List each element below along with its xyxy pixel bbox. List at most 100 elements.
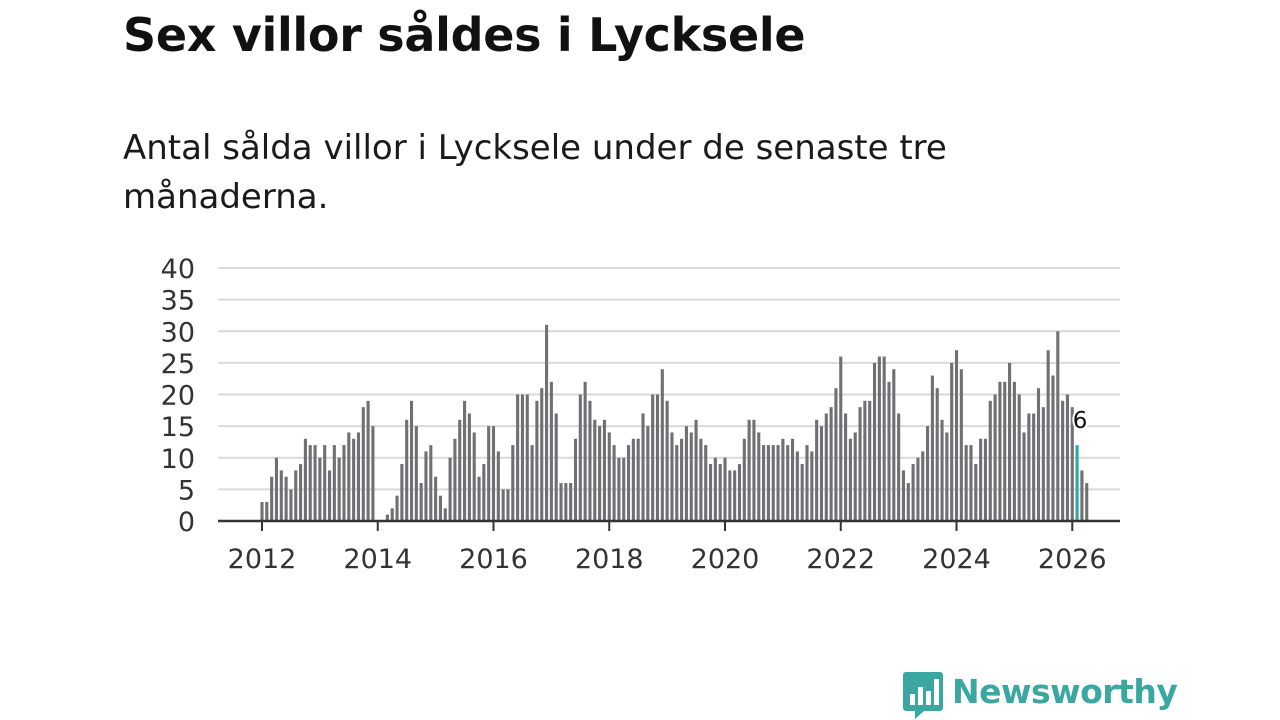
- bar: [781, 438, 785, 521]
- bar: [926, 426, 930, 522]
- bar: [598, 426, 602, 522]
- bar: [443, 508, 447, 521]
- bar: [573, 438, 578, 521]
- bar: [708, 464, 713, 521]
- bar: [1032, 413, 1036, 521]
- bar: [395, 495, 399, 521]
- bar: [289, 489, 293, 522]
- bar: [385, 514, 389, 521]
- bar: [284, 476, 288, 521]
- bar: [916, 457, 920, 521]
- bar: [815, 419, 819, 521]
- bar: [964, 445, 968, 521]
- bar: [930, 375, 934, 521]
- bar: [839, 356, 843, 521]
- y-tick-label: 40: [161, 254, 195, 285]
- bar: [501, 489, 505, 522]
- bar: [540, 388, 544, 521]
- bar: [988, 400, 992, 521]
- y-tick-label: 10: [161, 444, 195, 475]
- bar: [482, 464, 486, 521]
- bar: [516, 394, 520, 521]
- bar: [463, 400, 467, 521]
- bar: [921, 451, 925, 521]
- bar: [424, 451, 428, 521]
- bar: [737, 464, 742, 521]
- bar: [979, 438, 983, 521]
- bar: [834, 388, 838, 521]
- y-tick-label: 0: [178, 507, 195, 538]
- bar: [655, 394, 660, 521]
- bar: [636, 438, 640, 521]
- bar: [448, 457, 452, 521]
- bar: [569, 483, 573, 521]
- y-tick-label: 25: [161, 349, 195, 380]
- chart-title: Sex villor såldes i Lycksele: [123, 8, 806, 62]
- bar: [718, 464, 722, 521]
- bar: [959, 369, 963, 521]
- bar: [627, 445, 631, 521]
- bar: [892, 369, 896, 521]
- x-tick-label: 2018: [575, 544, 644, 575]
- bar: [299, 464, 303, 521]
- bar: [265, 502, 269, 521]
- bar: [689, 432, 693, 521]
- bar: [279, 470, 283, 521]
- y-tick-label: 30: [161, 317, 195, 348]
- bar: [810, 451, 814, 521]
- bar: [366, 400, 370, 521]
- bar: [1046, 350, 1050, 521]
- bar: [390, 508, 394, 521]
- bar: [713, 457, 717, 521]
- bar: [313, 445, 317, 521]
- bar: [853, 432, 857, 521]
- bar: [1017, 394, 1021, 521]
- bar: [969, 445, 973, 521]
- x-axis-ticks: [261, 521, 1074, 531]
- bar: [897, 413, 901, 521]
- bar: [699, 438, 703, 521]
- bar: [684, 426, 688, 522]
- bar: [940, 419, 944, 521]
- bar: [660, 369, 664, 521]
- bar: [371, 426, 375, 522]
- y-tick-label: 35: [161, 286, 195, 317]
- bar: [602, 419, 606, 521]
- bar: [906, 483, 910, 521]
- bar: [506, 489, 510, 522]
- bar: [670, 432, 674, 521]
- bar: [762, 445, 766, 521]
- bar: [588, 400, 592, 521]
- bar: [405, 419, 409, 521]
- bar: [733, 470, 737, 521]
- y-tick-label: 5: [178, 475, 195, 506]
- bar: [434, 476, 438, 521]
- bar: [607, 432, 611, 521]
- bar: [487, 426, 491, 522]
- x-axis-labels: 2012 2014 2016 2018 2020 2022 2024 2026: [228, 544, 1107, 575]
- bar: [757, 432, 761, 521]
- bar: [583, 381, 587, 521]
- newsworthy-logo: Newsworthy: [902, 670, 1178, 720]
- bar: [694, 419, 698, 521]
- x-tick-label: 2020: [691, 544, 760, 575]
- bar: [950, 362, 954, 522]
- bar: [419, 483, 423, 521]
- bar: [631, 438, 635, 521]
- bar: [274, 457, 279, 521]
- bar: [453, 438, 457, 521]
- bar: [559, 483, 563, 521]
- bar: [771, 445, 775, 521]
- newsworthy-logo-icon: [903, 672, 943, 719]
- bar: [848, 438, 852, 521]
- bar: [477, 476, 481, 521]
- bar: [1070, 407, 1074, 521]
- bar: [549, 381, 553, 521]
- bar: [318, 457, 322, 521]
- bar: [641, 413, 645, 521]
- bar: [704, 445, 708, 521]
- x-tick-label: 2024: [922, 544, 991, 575]
- bar: [491, 426, 496, 522]
- bar: [332, 445, 336, 521]
